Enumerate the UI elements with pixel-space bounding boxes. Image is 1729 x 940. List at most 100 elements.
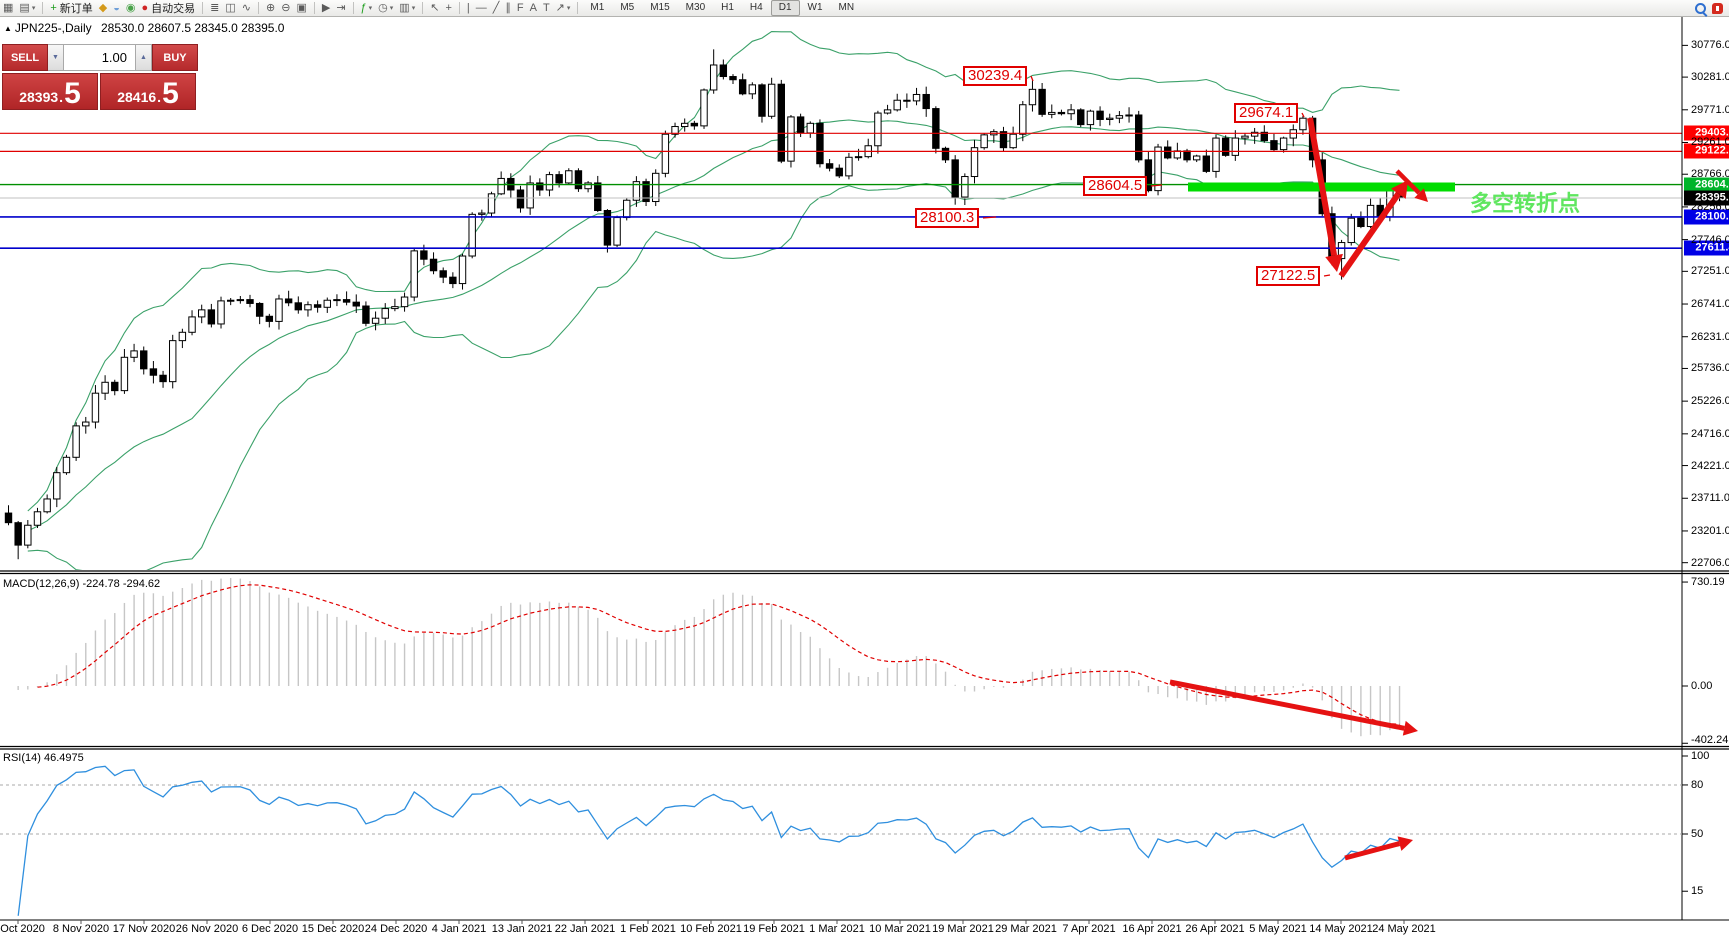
- trendline-icon[interactable]: ╱: [492, 1, 500, 14]
- x-axis-label-12[interactable]: 19 Feb 2021: [743, 923, 805, 935]
- x-axis-label-19[interactable]: 26 Apr 2021: [1185, 923, 1245, 935]
- x-axis-label-0[interactable]: 9 Oct 2020: [0, 923, 45, 935]
- timeframe-button-h4[interactable]: H4: [749, 2, 763, 13]
- rsi-axis-tick-80: 80: [1691, 778, 1704, 791]
- tile-windows-icon[interactable]: ▣: [296, 1, 307, 14]
- y-axis-tick-30776: 30776.0: [1691, 39, 1729, 52]
- profiles-icon[interactable]: ▤ ▾: [19, 1, 36, 14]
- symbol-title: JPN225-,Daily: [14, 21, 92, 35]
- macd-axis-tick--402.24: -402.24: [1691, 734, 1729, 746]
- fibonacci-icon[interactable]: F: [516, 1, 524, 14]
- x-axis-label-11[interactable]: 10 Feb 2021: [680, 923, 742, 935]
- zoom-in-icon[interactable]: ⊕: [266, 1, 276, 14]
- x-axis-label-6[interactable]: 24 Dec 2020: [364, 923, 428, 935]
- y-axis-tick-27251: 27251.0: [1691, 265, 1729, 278]
- symbol-marker-icon: ▲: [4, 24, 12, 33]
- y-axis-tick-26741: 26741.0: [1691, 298, 1729, 311]
- timeframe-button-m15[interactable]: M15: [650, 2, 670, 13]
- x-axis-label-7[interactable]: 4 Jan 2021: [431, 923, 487, 935]
- arrows-tool-icon[interactable]: ↗ ▾: [555, 1, 571, 14]
- x-axis-label-8[interactable]: 13 Jan 2021: [491, 923, 553, 935]
- label-icon[interactable]: T: [542, 1, 550, 14]
- x-axis-label-10[interactable]: 1 Feb 2021: [620, 923, 676, 935]
- timeframe-button-w1[interactable]: W1: [807, 2, 823, 13]
- bar-chart-icon[interactable]: ≣: [210, 1, 220, 14]
- rsi-up-arrow: [1344, 841, 1401, 861]
- toolbar-separator: [458, 2, 460, 14]
- signals-icon[interactable]: ◉: [125, 1, 136, 14]
- community-icon[interactable]: ◒: [113, 1, 120, 14]
- equidistant-channel-icon[interactable]: ∥: [505, 1, 511, 14]
- ohlc-values: 28530.0 28607.5 28345.0 28395.0: [100, 21, 285, 35]
- autotrading-button[interactable]: ● 自动交易: [141, 1, 196, 16]
- timeframes-icon[interactable]: ◷ ▾: [378, 1, 394, 14]
- x-axis-label-2[interactable]: 17 Nov 2020: [112, 923, 176, 935]
- price-badge-29122.9: 29122.9: [1684, 143, 1729, 159]
- x-axis-label-18[interactable]: 16 Apr 2021: [1122, 923, 1182, 935]
- x-axis-label-17[interactable]: 7 Apr 2021: [1062, 923, 1116, 935]
- horizontal-line-icon[interactable]: —: [475, 1, 487, 14]
- toolbar-separator: [42, 2, 44, 14]
- y-axis-tick-25226: 25226.0: [1691, 395, 1729, 408]
- x-axis-label-13[interactable]: 1 Mar 2021: [809, 923, 865, 935]
- timeframe-button-mn[interactable]: MN: [838, 2, 855, 13]
- cursor-icon[interactable]: ↖: [430, 1, 440, 14]
- y-axis-tick-26231: 26231.0: [1691, 330, 1729, 343]
- x-axis-label-15[interactable]: 19 Mar 2021: [932, 923, 994, 935]
- line-chart-icon[interactable]: ∿: [241, 1, 251, 14]
- notifications-icon[interactable]: [1712, 2, 1723, 14]
- x-axis-label-1[interactable]: 8 Nov 2020: [52, 923, 110, 935]
- timeframe-button-m30[interactable]: M30: [685, 2, 706, 13]
- x-axis-label-20[interactable]: 5 May 2021: [1249, 923, 1307, 935]
- metaquotes-market-icon[interactable]: ◆: [98, 1, 108, 14]
- x-axis-label-16[interactable]: 29 Mar 2021: [995, 923, 1057, 935]
- x-axis-label-4[interactable]: 6 Dec 2020: [241, 923, 299, 935]
- timeframe-button-h1[interactable]: H1: [721, 2, 734, 13]
- vertical-line-icon[interactable]: |: [466, 1, 470, 14]
- rebound-up-arrow: [1338, 192, 1401, 278]
- x-axis-label-21[interactable]: 14 May 2021: [1309, 923, 1373, 935]
- sell-price-button[interactable]: 28393. 5: [2, 73, 98, 110]
- search-icon[interactable]: [1695, 2, 1706, 14]
- one-click-trading-panel: SELL ▼ 1.00 ▲ BUY 28393. 5 28416. 5: [2, 44, 198, 110]
- timeframe-button-m1[interactable]: M1: [590, 2, 605, 13]
- macd-indicator-label: MACD(12,26,9) -224.78 -294.62: [3, 578, 161, 590]
- chart-price-label-28604.5[interactable]: 28604.5: [1083, 176, 1148, 196]
- x-axis-label-5[interactable]: 15 Dec 2020: [301, 923, 365, 935]
- chart-shift-icon[interactable]: ⇥: [336, 1, 346, 14]
- x-axis-label-22[interactable]: 24 May 2021: [1372, 923, 1436, 935]
- rsi-axis-tick-50: 50: [1691, 828, 1704, 840]
- x-axis-label-3[interactable]: 26 Nov 2020: [175, 923, 239, 935]
- macd-axis-tick-730.19: 730.19: [1691, 576, 1725, 589]
- buy-button[interactable]: BUY: [152, 44, 198, 71]
- crosshair-icon[interactable]: +: [445, 1, 452, 14]
- auto-scroll-icon[interactable]: ▶: [321, 1, 331, 14]
- price-badge-29403.8: 29403.8: [1684, 125, 1729, 141]
- y-axis-tick-22706: 22706.0: [1691, 556, 1729, 569]
- indicators-icon[interactable]: ƒ ▾: [360, 1, 373, 14]
- lot-size-input[interactable]: 1.00: [64, 44, 136, 71]
- buy-price-button[interactable]: 28416. 5: [100, 73, 196, 110]
- chart-price-label-30239.4[interactable]: 30239.4: [963, 66, 1028, 86]
- chart-price-label-29674.1[interactable]: 29674.1: [1234, 103, 1299, 123]
- sell-button[interactable]: SELL: [2, 44, 48, 71]
- toolbar: ▦ ▤ ▾ + 新订单 ◆ ◒ ◉ ● 自动交易 ≣ ◫ ∿ ⊕ ⊖ ▣ ▶ ⇥ ƒ ▾ ◷ ▾ ▥ ▾ ↖ + | — ╱ ∥ F A T ↗ ▾…: [0, 0, 1729, 17]
- timeframe-button-d1[interactable]: D1: [770, 0, 800, 16]
- chart-price-label-27122.5[interactable]: 27122.5: [1256, 266, 1321, 286]
- templates-icon[interactable]: ▥ ▾: [399, 1, 416, 14]
- lot-decrease-button[interactable]: ▼: [48, 44, 64, 71]
- x-axis-label-14[interactable]: 10 Mar 2021: [869, 923, 931, 935]
- zoom-out-icon[interactable]: ⊖: [281, 1, 291, 14]
- lot-increase-button[interactable]: ▲: [136, 44, 152, 71]
- candlestick-chart-icon[interactable]: ◫: [225, 1, 236, 14]
- timeframe-button-m5[interactable]: M5: [620, 2, 635, 13]
- toolbar-separator: [422, 2, 424, 14]
- new-chart-icon[interactable]: ▦: [3, 1, 14, 14]
- new-order-button[interactable]: + 新订单: [50, 1, 93, 16]
- text-icon[interactable]: A: [529, 1, 537, 14]
- macd-down-arrow: [1169, 679, 1405, 731]
- x-axis-label-9[interactable]: 22 Jan 2021: [554, 923, 616, 935]
- chart-price-label-28100.3[interactable]: 28100.3: [915, 208, 980, 228]
